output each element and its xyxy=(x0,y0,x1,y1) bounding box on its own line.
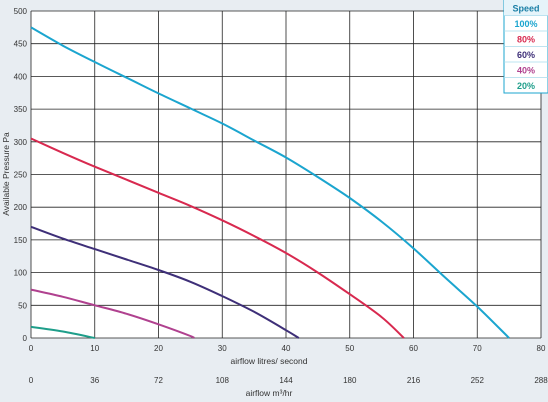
tick-labels: 0 10 20 30 40 50 60 70 80 0 36 72 108 144 180 216 252 288… xyxy=(14,7,548,385)
legend-item: 80% xyxy=(517,35,535,45)
x-tick-label: 60 xyxy=(409,344,418,353)
y-tick-label: 450 xyxy=(14,40,28,49)
series-line-60pct xyxy=(30,225,300,339)
y-tick-label: 500 xyxy=(14,7,28,16)
series-line-20pct xyxy=(30,325,95,339)
x-axis-label: airflow litres/ second xyxy=(230,356,307,366)
x2-tick-label: 0 xyxy=(29,376,34,385)
x2-axis-label: airflow m³/hr xyxy=(246,388,293,398)
legend-title: Speed xyxy=(512,4,539,14)
y-tick-label: 350 xyxy=(14,105,28,114)
y-tick-label: 250 xyxy=(14,171,28,180)
y-tick-label: 400 xyxy=(14,72,28,81)
series-line-80pct xyxy=(30,137,405,339)
x-tick-label: 50 xyxy=(345,344,354,353)
x2-tick-label: 108 xyxy=(216,376,230,385)
legend-header-bg xyxy=(504,0,548,16)
legend: Speed 100% 80% 60% 40% 20% xyxy=(503,0,548,94)
x-tick-label: 20 xyxy=(154,344,163,353)
y-tick-label: 100 xyxy=(14,269,28,278)
x-tick-label: 10 xyxy=(90,344,99,353)
legend-item: 60% xyxy=(517,50,535,60)
x-tick-label: 30 xyxy=(218,344,227,353)
series-line-40pct xyxy=(30,288,195,339)
x2-tick-label: 72 xyxy=(154,376,163,385)
x2-tick-label: 36 xyxy=(90,376,99,385)
x2-tick-label: 252 xyxy=(471,376,485,385)
y-tick-label: 200 xyxy=(14,203,28,212)
x-tick-label: 40 xyxy=(282,344,291,353)
x2-tick-label: 288 xyxy=(534,376,548,385)
x2-tick-label: 180 xyxy=(343,376,357,385)
series-lines xyxy=(30,26,510,339)
x-tick-label: 0 xyxy=(29,344,34,353)
series-line-100pct xyxy=(30,26,510,339)
y-tick-label: 0 xyxy=(23,334,28,343)
legend-item: 40% xyxy=(517,66,535,76)
x2-tick-label: 144 xyxy=(279,376,293,385)
legend-item: 20% xyxy=(517,81,535,91)
y-tick-label: 50 xyxy=(18,301,27,310)
legend-item: 100% xyxy=(514,19,537,29)
y-tick-label: 300 xyxy=(14,138,28,147)
x-tick-label: 70 xyxy=(473,344,482,353)
y-tick-label: 150 xyxy=(14,236,28,245)
x-tick-label: 80 xyxy=(537,344,546,353)
x2-tick-label: 216 xyxy=(407,376,421,385)
y-axis-label: Available Pressure Pa xyxy=(1,132,11,216)
